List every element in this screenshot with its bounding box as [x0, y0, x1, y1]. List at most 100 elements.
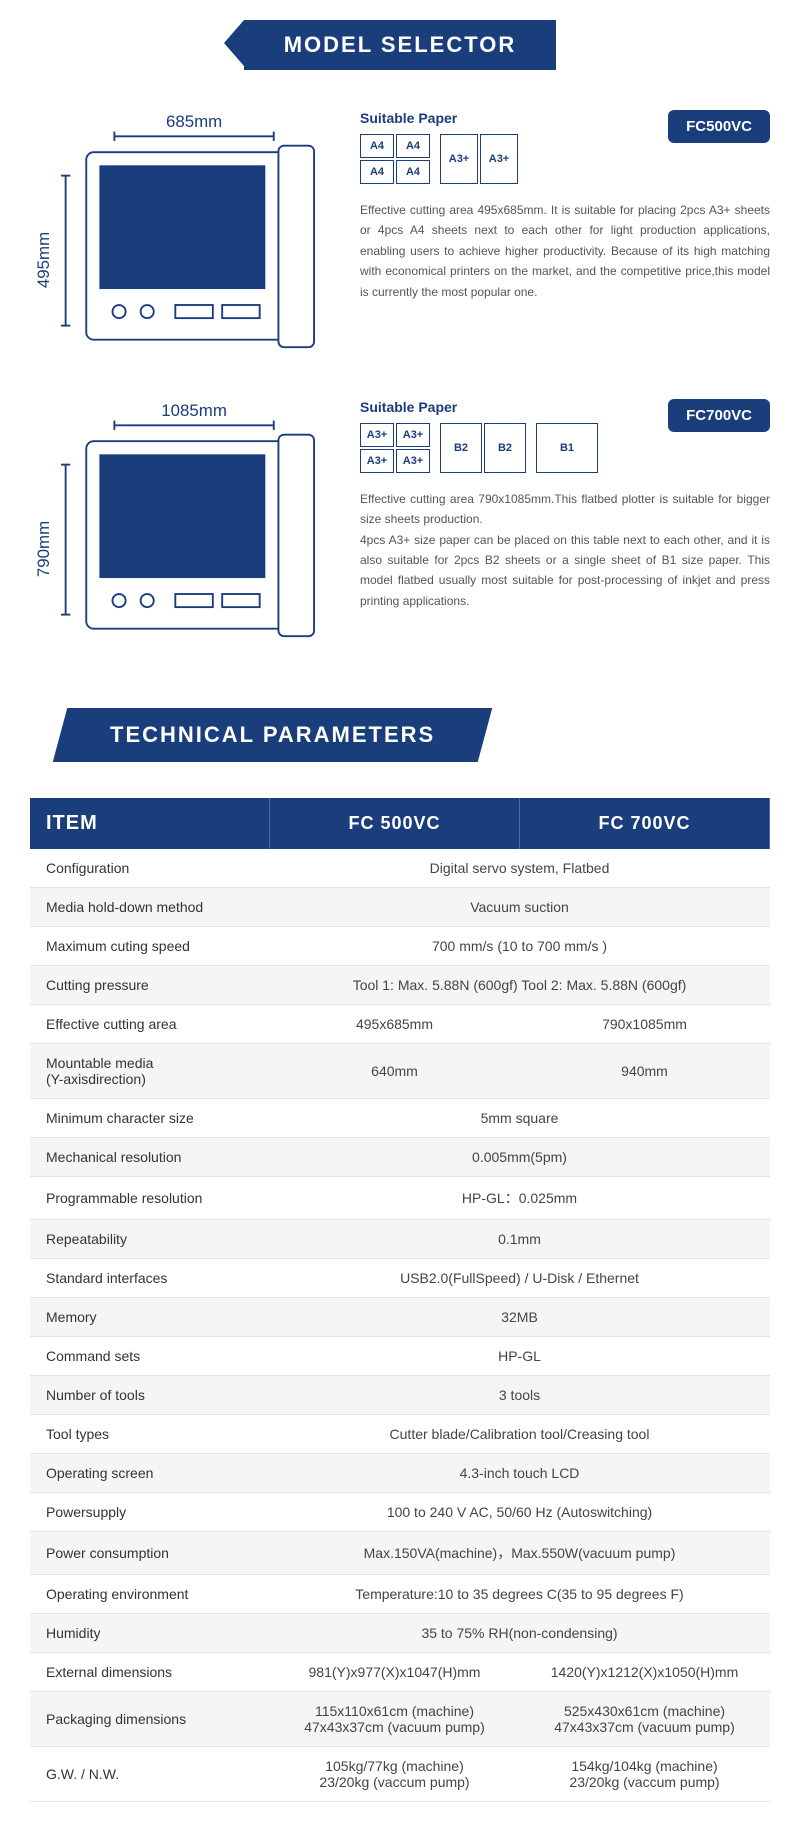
spec-value-merged: Temperature:10 to 35 degrees C(35 to 95 … — [270, 1574, 770, 1613]
spec-value: 790x1085mm — [520, 1004, 770, 1043]
spec-row: Operating environmentTemperature:10 to 3… — [30, 1574, 770, 1613]
spec-value-merged: 32MB — [270, 1297, 770, 1336]
spec-label: Operating environment — [30, 1574, 270, 1613]
spec-value: 495x685mm — [270, 1004, 520, 1043]
spec-value-merged: USB2.0(FullSpeed) / U-Disk / Ethernet — [270, 1258, 770, 1297]
spec-row: Number of tools3 tools — [30, 1375, 770, 1414]
spec-label: External dimensions — [30, 1652, 270, 1691]
paper-a3plus: A3+ — [480, 134, 518, 184]
svg-text:685mm: 685mm — [166, 112, 222, 131]
spec-label: Number of tools — [30, 1375, 270, 1414]
paper-b1: B1 — [536, 423, 598, 473]
spec-label: Standard interfaces — [30, 1258, 270, 1297]
spec-value-merged: Max.150VA(machine)，Max.550W(vacuum pump) — [270, 1531, 770, 1574]
spec-row: Operating screen4.3-inch touch LCD — [30, 1453, 770, 1492]
spec-label: Media hold-down method — [30, 887, 270, 926]
spec-value-merged: HP-GL — [270, 1336, 770, 1375]
paper-boxes: A3+A3+ A3+A3+ B2B2 B1 — [360, 423, 668, 473]
spec-value-merged: 5mm square — [270, 1098, 770, 1137]
tech-banner-wrap: TECHNICAL PARAMETERS — [0, 708, 800, 768]
spec-label: Packaging dimensions — [30, 1691, 270, 1746]
spec-row: Tool typesCutter blade/Calibration tool/… — [30, 1414, 770, 1453]
spec-row: Repeatability0.1mm — [30, 1219, 770, 1258]
svg-text:1085mm: 1085mm — [161, 401, 227, 420]
spec-value-merged: 0.1mm — [270, 1219, 770, 1258]
model-selector-banner: MODEL SELECTOR — [244, 20, 557, 70]
spec-value-merged: 35 to 75% RH(non-condensing) — [270, 1613, 770, 1652]
device-diagram-icon: 685mm 495mm — [30, 110, 330, 354]
spec-label: Effective cutting area — [30, 1004, 270, 1043]
spec-value: 525x430x61cm (machine)47x43x37cm (vacuum… — [520, 1691, 770, 1746]
spec-row: External dimensions981(Y)x977(X)x1047(H)… — [30, 1652, 770, 1691]
paper-b2: B2 — [484, 423, 526, 473]
model-description: Effective cutting area 790x1085mm.This f… — [360, 489, 770, 611]
paper-a3plus: A3+ — [396, 423, 430, 447]
spec-row: Power consumptionMax.150VA(machine)，Max.… — [30, 1531, 770, 1574]
spec-value-merged: 100 to 240 V AC, 50/60 Hz (Autoswitching… — [270, 1492, 770, 1531]
device-diagram-icon: 1085mm 790mm — [30, 399, 330, 643]
spec-label: Memory — [30, 1297, 270, 1336]
tech-section: TECHNICAL PARAMETERS ITEMFC 500VCFC 700V… — [0, 708, 800, 1802]
spec-value: 940mm — [520, 1043, 770, 1098]
spec-label: Configuration — [30, 849, 270, 888]
model-badge: FC700VC — [668, 399, 770, 432]
spec-row: Humidity35 to 75% RH(non-condensing) — [30, 1613, 770, 1652]
info-column: FC700VC Suitable Paper A3+A3+ A3+A3+ B2B… — [360, 399, 770, 648]
spec-label: Powersupply — [30, 1492, 270, 1531]
spec-header: FC 500VC — [270, 798, 520, 849]
spec-label: Repeatability — [30, 1219, 270, 1258]
spec-label: Mountable media(Y-axisdirection) — [30, 1043, 270, 1098]
spec-label: Tool types — [30, 1414, 270, 1453]
paper-boxes: A4A4 A4A4 A3+A3+ — [360, 134, 668, 184]
spec-row: Cutting pressureTool 1: Max. 5.88N (600g… — [30, 965, 770, 1004]
spec-label: Mechanical resolution — [30, 1137, 270, 1176]
spec-row: Media hold-down methodVacuum suction — [30, 887, 770, 926]
spec-label: Minimum character size — [30, 1098, 270, 1137]
paper-a3plus: A3+ — [360, 423, 394, 447]
paper-a4: A4 — [396, 134, 430, 158]
technical-parameters-banner: TECHNICAL PARAMETERS — [53, 708, 493, 762]
spec-value: 115x110x61cm (machine)47x43x37cm (vacuum… — [270, 1691, 520, 1746]
spec-value-merged: 700 mm/s (10 to 700 mm/s ) — [270, 926, 770, 965]
diagram-column: 1085mm 790mm — [30, 399, 330, 648]
spec-row: Memory32MB — [30, 1297, 770, 1336]
spec-value-merged: 3 tools — [270, 1375, 770, 1414]
spec-value-merged: Cutter blade/Calibration tool/Creasing t… — [270, 1414, 770, 1453]
spec-value-merged: Vacuum suction — [270, 887, 770, 926]
spec-row: Command setsHP-GL — [30, 1336, 770, 1375]
spec-row: Mountable media(Y-axisdirection)640mm940… — [30, 1043, 770, 1098]
spec-label: Humidity — [30, 1613, 270, 1652]
spec-row: Mechanical resolution0.005mm(5pm) — [30, 1137, 770, 1176]
spec-row: Minimum character size5mm square — [30, 1098, 770, 1137]
spec-value: 640mm — [270, 1043, 520, 1098]
paper-a3plus: A3+ — [396, 449, 430, 473]
model-description: Effective cutting area 495x685mm. It is … — [360, 200, 770, 302]
spec-label: Maximum cuting speed — [30, 926, 270, 965]
spec-row: Powersupply100 to 240 V AC, 50/60 Hz (Au… — [30, 1492, 770, 1531]
paper-a4: A4 — [360, 134, 394, 158]
spec-row: Maximum cuting speed700 mm/s (10 to 700 … — [30, 926, 770, 965]
spec-value-merged: Tool 1: Max. 5.88N (600gf) Tool 2: Max. … — [270, 965, 770, 1004]
model-row: 685mm 495mm FC500VC Suitable Paper A4A4 … — [0, 90, 800, 379]
paper-a4: A4 — [360, 160, 394, 184]
spec-row: Programmable resolutionHP-GL：0.025mm — [30, 1176, 770, 1219]
spec-header: FC 700VC — [520, 798, 770, 849]
spec-label: Command sets — [30, 1336, 270, 1375]
spec-row: Effective cutting area495x685mm790x1085m… — [30, 1004, 770, 1043]
model-selector-banner-wrap: MODEL SELECTOR — [0, 0, 800, 90]
spec-value: 105kg/77kg (machine)23/20kg (vaccum pump… — [270, 1746, 520, 1801]
model-badge: FC500VC — [668, 110, 770, 143]
spec-value: 1420(Y)x1212(X)x1050(H)mm — [520, 1652, 770, 1691]
spec-row: Standard interfacesUSB2.0(FullSpeed) / U… — [30, 1258, 770, 1297]
spec-label: Operating screen — [30, 1453, 270, 1492]
spec-row: Packaging dimensions115x110x61cm (machin… — [30, 1691, 770, 1746]
paper-a3plus: A3+ — [360, 449, 394, 473]
svg-text:495mm: 495mm — [34, 232, 53, 288]
spec-value: 154kg/104kg (machine)23/20kg (vaccum pum… — [520, 1746, 770, 1801]
spec-value-merged: 4.3-inch touch LCD — [270, 1453, 770, 1492]
diagram-column: 685mm 495mm — [30, 110, 330, 359]
svg-text:790mm: 790mm — [34, 521, 53, 577]
paper-a3plus: A3+ — [440, 134, 478, 184]
spec-value: 981(Y)x977(X)x1047(H)mm — [270, 1652, 520, 1691]
model-row: 1085mm 790mm FC700VC Suitable Paper A3+A… — [0, 379, 800, 668]
